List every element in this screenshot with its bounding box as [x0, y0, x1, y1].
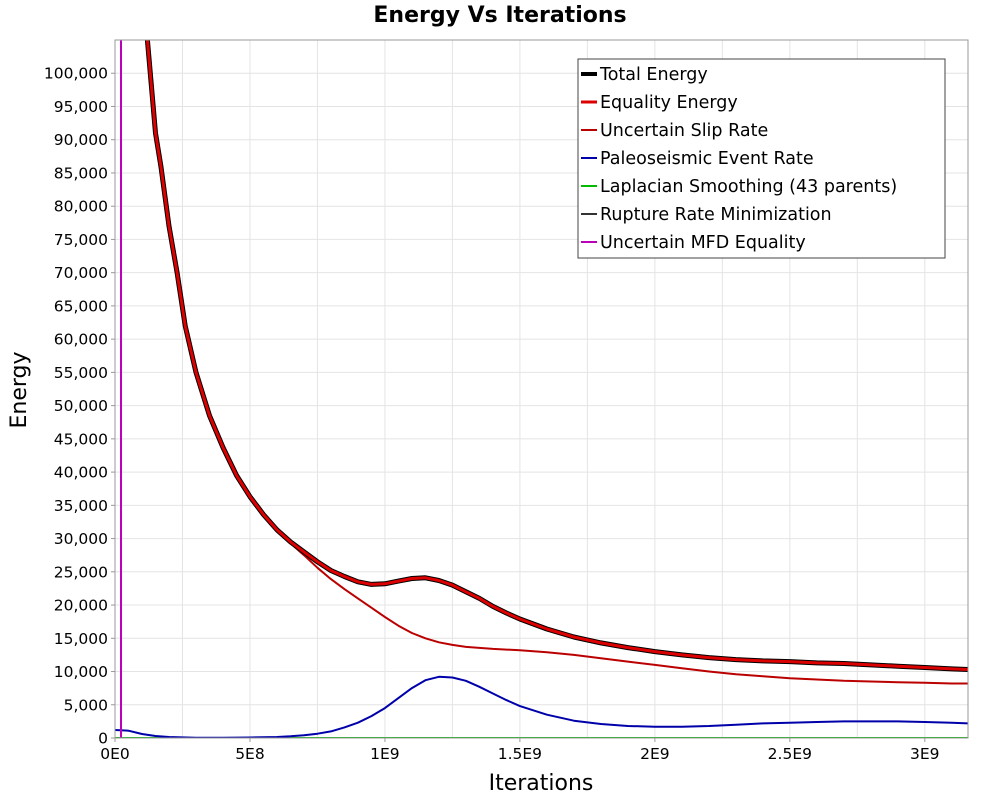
legend-label-uncertain-mfd-equality: Uncertain MFD Equality — [600, 233, 806, 253]
legend: Total Energy Equality Energy Uncertain Sli… — [577, 58, 946, 259]
x-tick-label: 3E9 — [910, 745, 940, 763]
legend-label-total-energy: Total Energy — [599, 65, 708, 85]
series-line-equality-energy — [145, 40, 968, 671]
x-tick-label: 2.5E9 — [768, 745, 812, 763]
y-tick-label: 75,000 — [54, 231, 108, 249]
x-tick-label: 1E9 — [370, 745, 400, 763]
plot-border — [114, 39, 969, 739]
y-tick-label: 60,000 — [54, 331, 108, 349]
x-tick-label: 5E8 — [235, 745, 265, 763]
y-tick-label: 0 — [98, 730, 108, 748]
y-tick-label: 45,000 — [54, 430, 108, 448]
legend-box — [577, 58, 946, 259]
y-tick-label: 65,000 — [54, 297, 108, 315]
y-axis-label: Energy — [7, 351, 32, 428]
y-tick-label: 40,000 — [54, 464, 108, 482]
y-tick-label: 30,000 — [54, 530, 108, 548]
y-tick-label: 10,000 — [54, 663, 108, 681]
grid — [114, 40, 968, 739]
y-tick-label: 80,000 — [54, 198, 108, 216]
y-tick-label: 20,000 — [54, 597, 108, 615]
legend-label-equality-energy: Equality Energy — [600, 93, 738, 113]
y-tick-label: 100,000 — [44, 65, 108, 83]
x-tick-label: 1.5E9 — [498, 745, 542, 763]
legend-label-paleoseismic-event-rate: Paleoseismic Event Rate — [600, 149, 814, 169]
y-tick-label: 95,000 — [54, 98, 108, 116]
y-tick-label: 25,000 — [54, 563, 108, 581]
y-tick-label: 70,000 — [54, 264, 108, 282]
y-tick-label: 15,000 — [54, 630, 108, 648]
y-tick-label: 5,000 — [64, 696, 108, 714]
y-tick-label: 35,000 — [54, 497, 108, 515]
y-tick-label: 90,000 — [54, 131, 108, 149]
x-axis-label: Iterations — [489, 771, 594, 796]
x-tick-label: 2E9 — [640, 745, 670, 763]
legend-label-laplacian-smoothing-43-parents: Laplacian Smoothing (43 parents) — [600, 177, 897, 197]
y-axis: 0 5,000 10,000 15,000 20,000 25,000 30,000 35,0… — [44, 65, 115, 748]
series-line-paleoseismic-event-rate — [115, 675, 968, 738]
legend-label-rupture-rate-minimization: Rupture Rate Minimization — [600, 205, 832, 225]
y-tick-label: 55,000 — [54, 364, 108, 382]
y-tick-label: 50,000 — [54, 397, 108, 415]
chart-title: Energy Vs Iterations — [373, 3, 626, 28]
x-tick-label: 0E0 — [100, 745, 130, 763]
plot-area — [115, 40, 968, 738]
x-axis: 0E0 5E8 1E9 1.5E9 2E9 2.5E9 3E9 — [100, 738, 940, 763]
legend-label-uncertain-slip-rate: Uncertain Slip Rate — [600, 121, 768, 141]
y-tick-label: 85,000 — [54, 164, 108, 182]
